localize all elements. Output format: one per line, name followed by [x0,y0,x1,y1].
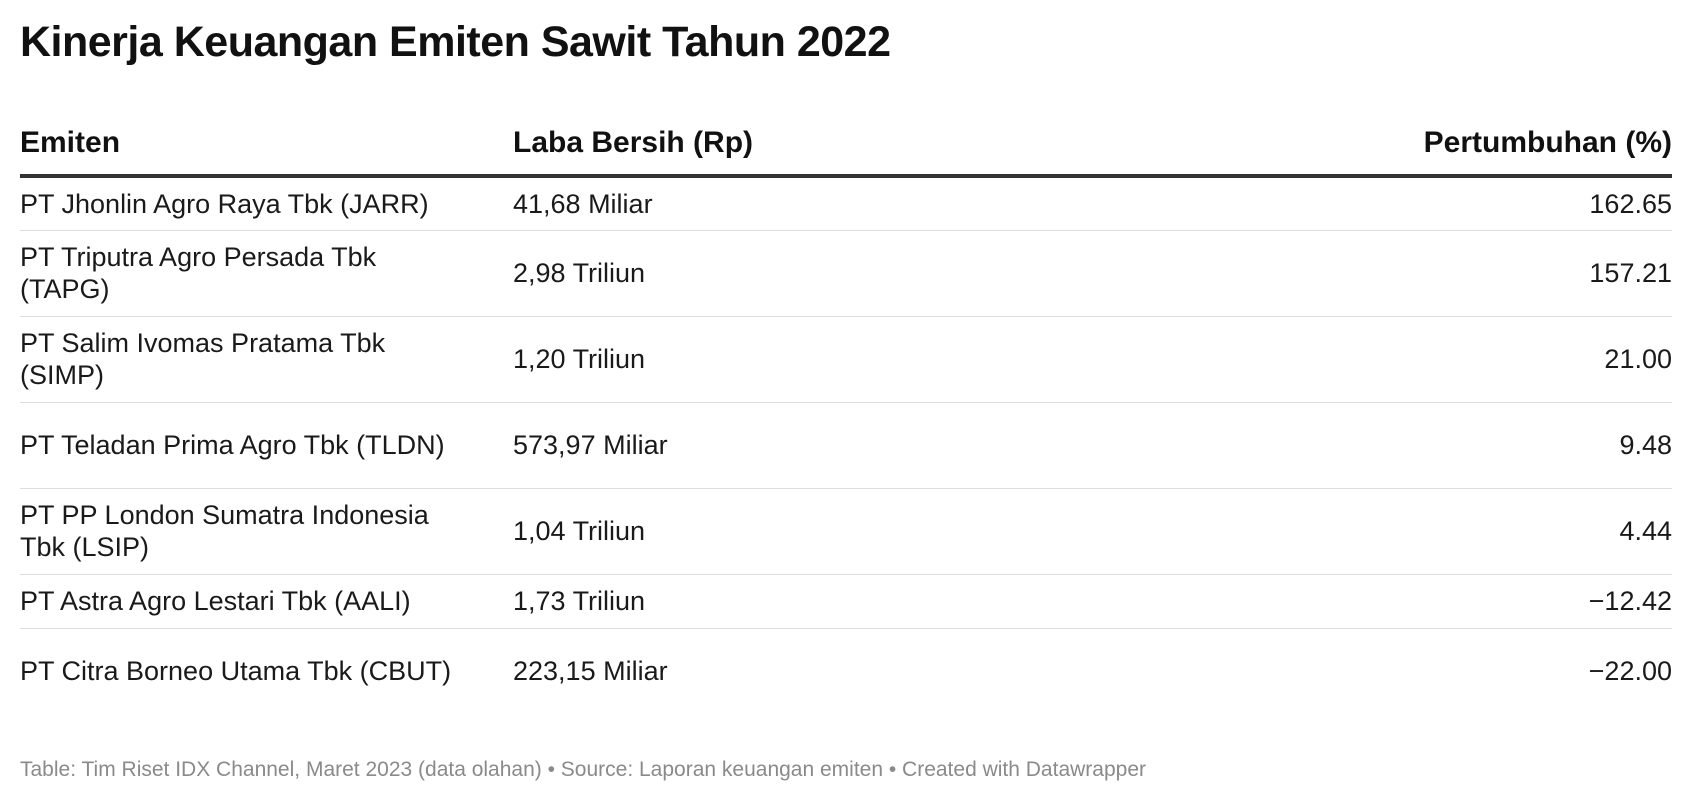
cell-pertumbuhan: 162.65 [1082,176,1672,231]
cell-laba: 1,73 Triliun [513,574,1083,629]
cell-pertumbuhan: 157.21 [1082,230,1672,317]
table-row: PT PP London Sumatra Indonesia Tbk (LSIP… [20,488,1672,575]
cell-laba: 1,20 Triliun [513,316,1083,403]
table-row: PT Astra Agro Lestari Tbk (AALI) 1,73 Tr… [20,574,1672,629]
cell-emiten: PT Teladan Prima Agro Tbk (TLDN) [20,402,513,489]
table-header-row: Emiten Laba Bersih (Rp) Pertumbuhan (%) [20,112,1672,178]
cell-emiten: PT Salim Ivomas Pratama Tbk (SIMP) [20,316,513,403]
data-table: Emiten Laba Bersih (Rp) Pertumbuhan (%) … [20,112,1672,714]
cell-laba: 41,68 Miliar [513,176,1083,231]
cell-emiten: PT Triputra Agro Persada Tbk (TAPG) [20,230,513,317]
table-row: PT Citra Borneo Utama Tbk (CBUT) 223,15 … [20,628,1672,714]
cell-emiten: PT Jhonlin Agro Raya Tbk (JARR) [20,176,513,231]
source-footer: Table: Tim Riset IDX Channel, Maret 2023… [20,758,1146,781]
cell-pertumbuhan: −12.42 [1082,574,1672,629]
table-row: PT Salim Ivomas Pratama Tbk (SIMP) 1,20 … [20,316,1672,403]
cell-laba: 2,98 Triliun [513,230,1083,317]
cell-emiten: PT Astra Agro Lestari Tbk (AALI) [20,574,513,629]
page-title: Kinerja Keuangan Emiten Sawit Tahun 2022 [20,18,891,66]
column-header-emiten[interactable]: Emiten [20,112,513,178]
table-row: PT Teladan Prima Agro Tbk (TLDN) 573,97 … [20,402,1672,489]
cell-laba: 223,15 Miliar [513,656,668,687]
cell-pertumbuhan: −22.00 [1588,656,1672,687]
cell-laba: 573,97 Miliar [513,402,1083,489]
cell-emiten: PT PP London Sumatra Indonesia Tbk (LSIP… [20,488,513,575]
cell-pertumbuhan: 9.48 [1082,402,1672,489]
cell-emiten: PT Citra Borneo Utama Tbk (CBUT) [20,656,452,687]
table-row: PT Jhonlin Agro Raya Tbk (JARR) 41,68 Mi… [20,176,1672,231]
table-row: PT Triputra Agro Persada Tbk (TAPG) 2,98… [20,230,1672,317]
cell-laba: 1,04 Triliun [513,488,1083,575]
cell-pertumbuhan: 4.44 [1082,488,1672,575]
column-header-pertumbuhan[interactable]: Pertumbuhan (%) [1082,112,1672,178]
column-header-laba[interactable]: Laba Bersih (Rp) [513,112,1083,178]
cell-pertumbuhan: 21.00 [1082,316,1672,403]
